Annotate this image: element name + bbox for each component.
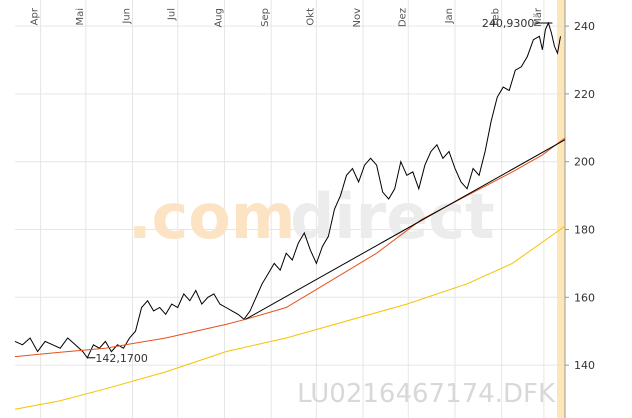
y-tick-label: 240: [574, 20, 595, 33]
x-tick-label: Aug: [213, 8, 224, 28]
x-tick-label: Jun: [122, 8, 133, 25]
x-tick-label: Mär: [533, 7, 544, 27]
brand-direct: direct: [290, 180, 495, 253]
annotation: 240,9300: [482, 17, 535, 30]
x-tick-label: Jan: [444, 8, 455, 24]
x-tick-label: Jul: [167, 8, 178, 21]
series-line: [14, 137, 566, 358]
x-tick-label: Sep: [260, 8, 271, 27]
x-tick-label: Dez: [397, 8, 408, 27]
brand-com: .com: [128, 180, 296, 253]
symbol: LU0216467174.DFK: [297, 379, 556, 409]
x-tick-label: Nov: [352, 8, 363, 28]
y-tick-label: 200: [574, 156, 595, 169]
x-tick-label: Okt: [305, 8, 316, 26]
x-tick-label: Feb: [491, 8, 502, 26]
y-tick-label: 180: [574, 224, 595, 237]
x-tick-label: Apr: [30, 7, 41, 25]
series-line: [14, 225, 566, 410]
y-tick-label: 160: [574, 291, 595, 304]
series-line: [245, 139, 566, 320]
current-highlight: [557, 0, 565, 418]
annotation: 142,1700: [95, 352, 148, 365]
y-tick-label: 140: [574, 359, 595, 372]
y-tick-label: 220: [574, 88, 595, 101]
x-tick-label: Mai: [75, 8, 86, 26]
